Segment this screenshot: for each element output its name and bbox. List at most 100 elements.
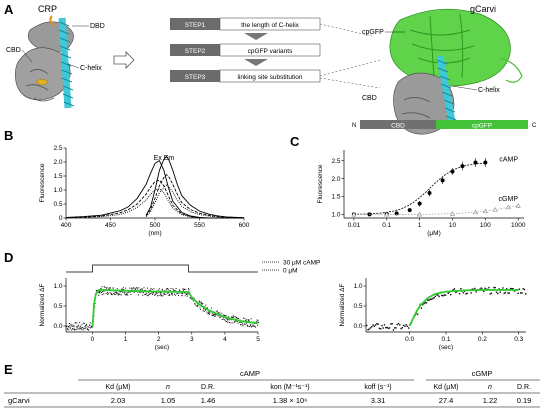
data-point [213, 314, 214, 316]
data-point [438, 295, 440, 298]
data-point [197, 304, 199, 306]
data-point [167, 288, 169, 290]
panel-letter-e: E [4, 362, 13, 377]
data-point [400, 327, 402, 330]
data-point [83, 328, 85, 330]
data-point [142, 294, 144, 296]
data-point [81, 323, 83, 325]
data-point [178, 294, 179, 296]
data-point [143, 287, 145, 289]
data-point [192, 300, 194, 302]
step-2: STEP2 cpGFP variants [170, 43, 321, 66]
camp-point [407, 208, 412, 213]
data-point [172, 294, 174, 296]
data-point [75, 329, 77, 330]
data-point [83, 322, 85, 324]
x-tick-label: 1 [124, 336, 128, 343]
data-point [232, 316, 233, 318]
data-point [219, 312, 221, 314]
data-point [121, 288, 123, 290]
data-point [109, 292, 111, 294]
table-header-dr-camp: D.R. [201, 384, 215, 391]
data-point [126, 293, 128, 295]
data-point [174, 294, 176, 296]
data-point [424, 302, 426, 304]
spectrum-line [145, 173, 245, 219]
data-point [202, 303, 204, 304]
y-tick-label: 0 [59, 215, 63, 222]
data-point [71, 326, 73, 327]
legend-low-label: 0 μM [283, 268, 298, 275]
data-point [194, 303, 196, 304]
data-point [137, 294, 139, 296]
x-tick-label: 1000 [511, 222, 526, 229]
data-point [98, 292, 100, 294]
data-point [219, 316, 221, 318]
data-point [239, 321, 241, 323]
data-point [162, 288, 164, 290]
data-point [495, 291, 498, 293]
table-group-cgmp: cGMP [472, 369, 493, 378]
data-point [73, 328, 75, 330]
data-point [230, 316, 232, 318]
data-point [68, 329, 70, 331]
data-point [499, 291, 501, 293]
data-point [69, 325, 71, 327]
cpgfp-segment-label: cpGFP [472, 123, 492, 130]
data-point [124, 291, 126, 293]
data-point [151, 288, 153, 290]
data-point [208, 311, 210, 313]
data-point [221, 319, 223, 320]
data-point [256, 321, 258, 323]
data-point [136, 287, 138, 289]
data-point [236, 316, 237, 318]
data-point [178, 292, 180, 294]
data-point [105, 293, 107, 294]
data-point [168, 294, 170, 296]
data-point [380, 328, 382, 330]
data-point [388, 327, 391, 329]
data-point [458, 293, 461, 295]
data-point [200, 302, 202, 304]
data-point [77, 325, 79, 327]
data-point [99, 292, 101, 294]
x-tick-label: 0.0 [405, 336, 414, 343]
data-point [130, 294, 132, 295]
data-point [70, 323, 72, 325]
data-point [198, 302, 200, 304]
data-point [237, 317, 239, 319]
table-header-n-camp: n [166, 384, 170, 391]
x-tick-label: 5 [256, 336, 260, 343]
data-point [139, 292, 141, 293]
x-tick-label: 600 [239, 222, 250, 229]
data-point [502, 287, 504, 289]
data-point [437, 294, 439, 296]
data-point [189, 297, 191, 299]
c-helix-icon [58, 17, 75, 109]
data-point [137, 291, 139, 293]
data-point [506, 288, 508, 290]
data-point [107, 293, 109, 295]
data-point [392, 329, 395, 331]
data-point [130, 287, 132, 289]
data-point [402, 324, 405, 327]
table-header-kon: kon (M⁻¹s⁻¹) [270, 384, 309, 391]
data-point [184, 295, 186, 297]
data-point [211, 314, 213, 316]
data-point [166, 288, 168, 290]
data-point [453, 288, 456, 290]
data-point [125, 287, 127, 289]
data-point [178, 289, 180, 291]
data-point [236, 321, 238, 322]
y-tick-label: 2.0 [53, 159, 62, 166]
y-tick-label: 1.0 [331, 212, 340, 219]
kinetics-table: cAMP cGMP Kd (μM) n D.R. kon (M⁻¹s⁻¹) ko… [4, 369, 540, 408]
data-point [201, 303, 203, 305]
x-axis-label: (nm) [148, 230, 161, 237]
data-point [369, 327, 372, 329]
data-point [204, 308, 206, 310]
cgmp-point [472, 209, 478, 215]
chart-c: 0.01 0.1 1 10 100 1000 1.0 1.5 2.0 2.5 (μM) Fluores… [317, 150, 526, 237]
data-point [422, 304, 424, 306]
table-group-camp: cAMP [240, 369, 260, 378]
